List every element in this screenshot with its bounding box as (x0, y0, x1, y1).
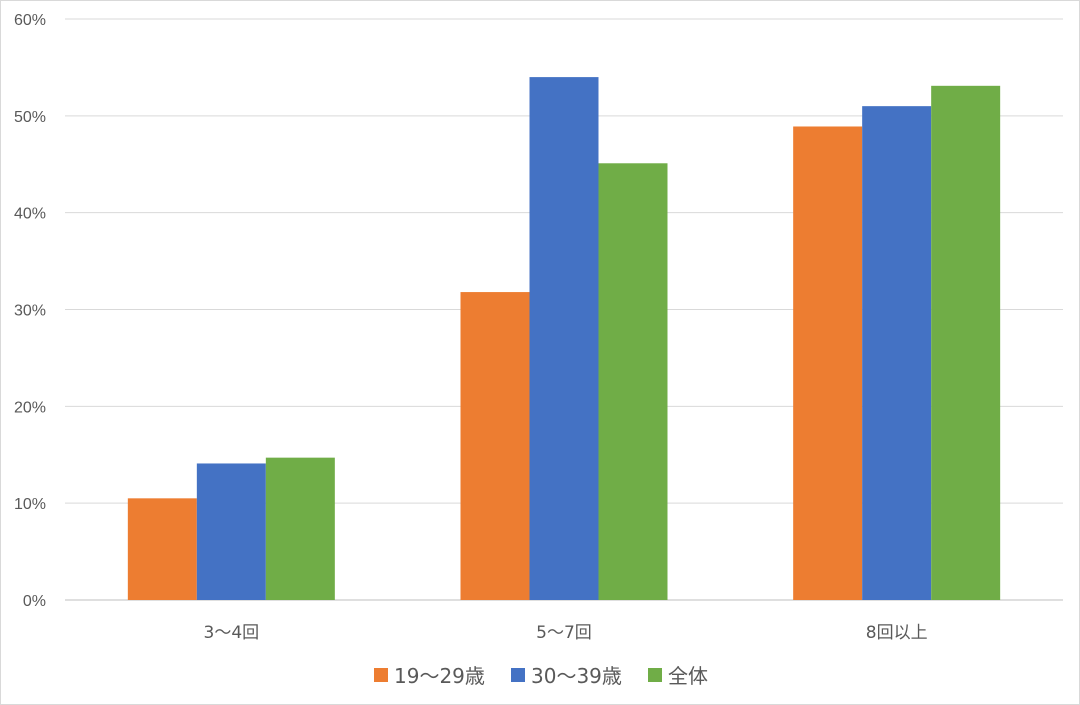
x-tick-label: 5～7回 (536, 623, 592, 643)
legend-label: 全体 (668, 664, 708, 688)
x-tick-label: 8回以上 (866, 623, 928, 643)
bars (127, 77, 1001, 601)
y-tick-label: 10% (14, 496, 46, 513)
legend-swatch (648, 668, 662, 682)
x-axis: 3～4回 5～7回 8回以上 (204, 623, 928, 643)
legend-swatch (374, 668, 388, 682)
bar-2-1 (196, 463, 266, 600)
legend-label: 19～29歳 (394, 664, 485, 688)
bar-1-3 (793, 126, 863, 601)
y-tick-label: 60% (14, 12, 46, 29)
bar-2-3 (862, 106, 932, 601)
bar-1-1 (127, 498, 197, 600)
x-tick-label: 3～4回 (204, 623, 260, 643)
bar-3-3 (931, 85, 1001, 600)
bar-3-2 (598, 163, 668, 600)
bar-3-1 (265, 457, 335, 600)
bar-1-2 (460, 292, 530, 600)
legend-swatch (511, 668, 525, 682)
y-tick-label: 0% (23, 593, 46, 610)
legend-label: 30～39歳 (531, 664, 622, 688)
bar-2-2 (529, 77, 599, 601)
y-tick-label: 30% (14, 303, 46, 320)
y-tick-label: 20% (14, 399, 46, 416)
y-tick-label: 40% (14, 206, 46, 223)
y-tick-label: 50% (14, 109, 46, 126)
y-axis-labels: 0% 10% 20% 30% 40% 50% 60% (14, 12, 46, 610)
legend: 19～29歳 30～39歳 全体 (374, 664, 708, 688)
